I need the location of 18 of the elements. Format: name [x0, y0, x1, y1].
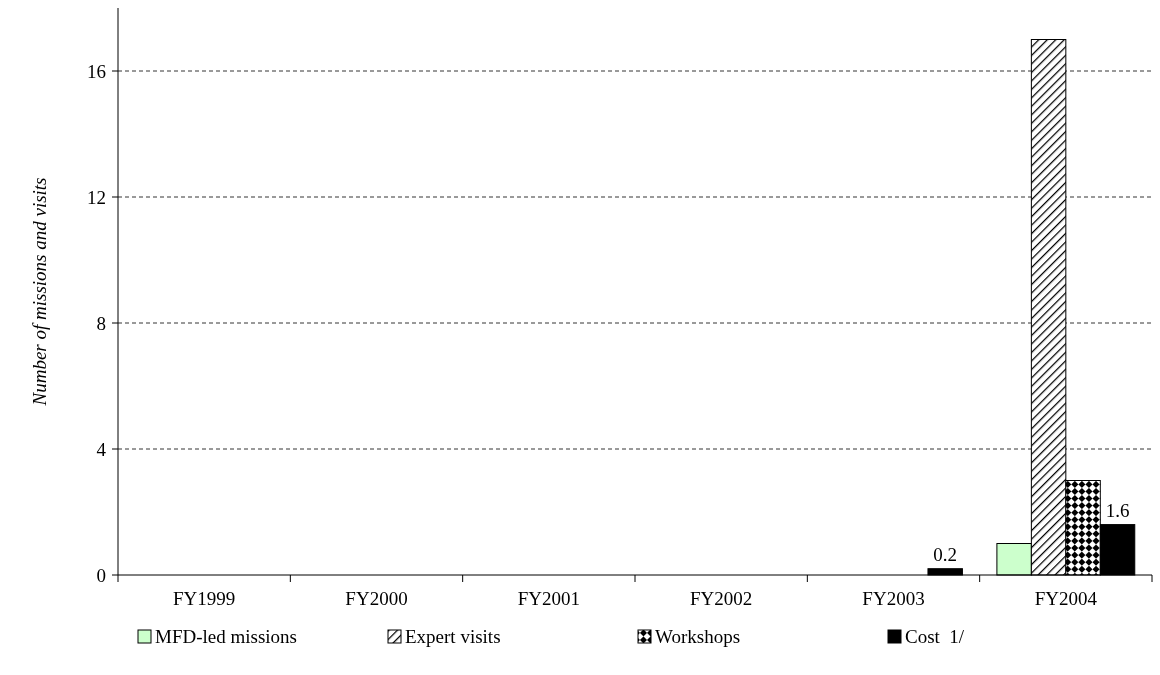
legend-label: Workshops: [655, 626, 741, 647]
data-label: 1.6: [1105, 499, 1130, 521]
x-tick-label: FY2002: [690, 588, 753, 609]
y-axis-title: Number of missions and visits: [29, 177, 50, 407]
legend-label: Expert visits: [405, 626, 501, 647]
data-label: 0.2: [933, 543, 958, 565]
x-tick-label: FY2000: [345, 588, 408, 609]
y-tick-label: 4: [96, 438, 107, 460]
y-tick-label: 0: [96, 564, 106, 586]
y-tick-label: 8: [96, 312, 106, 334]
y-tick-label: 12: [87, 186, 106, 208]
x-tick-label: FY2003: [862, 588, 925, 609]
legend-label: MFD-led missions: [155, 626, 297, 647]
y-tick-label: 16: [87, 60, 106, 82]
x-tick-label: FY1999: [173, 588, 236, 609]
legend-label: Cost 1/: [905, 626, 965, 647]
x-tick-label: FY2001: [517, 588, 580, 609]
x-tick-label: FY2004: [1034, 588, 1098, 609]
